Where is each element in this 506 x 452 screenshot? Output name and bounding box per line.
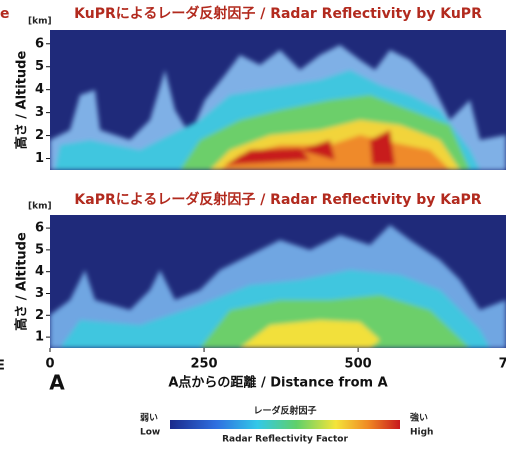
y-axis-label: 高さ / Altitude <box>14 232 30 331</box>
y-tick-label: 3 <box>35 286 44 301</box>
x-axis-label: A点からの距離 / Distance from A <box>168 375 387 391</box>
figure: KuPRによるレーダ反射因子 / Radar Reflectivity by K… <box>0 0 506 452</box>
fragment: e <box>0 6 10 22</box>
colorbar <box>170 420 400 429</box>
y-tick-label: 1 <box>35 330 44 345</box>
y-tick-label: 1 <box>35 151 44 166</box>
y-tick-label: 6 <box>35 36 44 51</box>
colorbar-subtitle: Radar Reflectivity Factor <box>222 435 348 445</box>
y-tick-label: 5 <box>35 242 44 257</box>
y-unit: [km] <box>28 17 52 27</box>
colorbar-low: 弱い <box>140 413 158 424</box>
origin-label: A <box>49 371 65 395</box>
y-axis-label: 高さ / Altitude <box>14 51 30 150</box>
y-tick-label: 3 <box>35 105 44 120</box>
y-unit: [km] <box>28 202 52 212</box>
colorbar-high: High <box>410 428 433 438</box>
fragment: E <box>0 359 5 374</box>
colorbar-low: Low <box>140 428 160 438</box>
x-tick-label: 250 <box>190 357 217 372</box>
y-tick-label: 2 <box>35 308 44 323</box>
x-tick-label: 0 <box>45 357 54 372</box>
y-tick-label: 5 <box>35 59 44 74</box>
x-tick-label: 500 <box>345 357 372 372</box>
colorbar-high: 強い <box>410 412 428 424</box>
y-tick-label: 4 <box>35 264 44 279</box>
y-tick-label: 6 <box>35 221 44 236</box>
reflectivity-field <box>50 30 506 170</box>
panel-title: KuPRによるレーダ反射因子 / Radar Reflectivity by K… <box>74 5 482 22</box>
x-tick-label: 750 <box>499 357 506 372</box>
y-tick-label: 4 <box>35 82 44 97</box>
y-tick-label: 2 <box>35 128 44 143</box>
reflectivity-field <box>50 215 506 348</box>
colorbar-title: レーダ反射因子 <box>253 405 316 417</box>
panel-title: KaPRによるレーダ反射因子 / Radar Reflectivity by K… <box>74 191 481 208</box>
